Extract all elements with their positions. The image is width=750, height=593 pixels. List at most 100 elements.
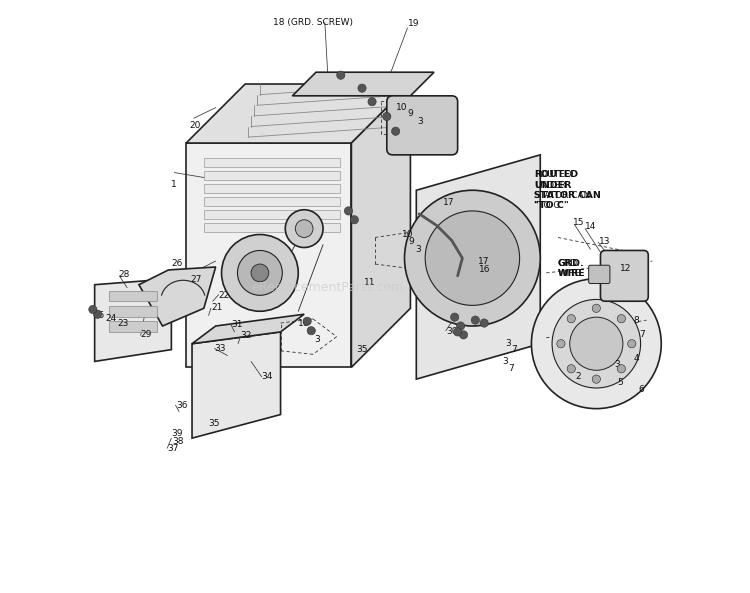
Circle shape — [628, 340, 636, 348]
Text: 27: 27 — [190, 275, 202, 284]
Circle shape — [592, 304, 601, 313]
Circle shape — [221, 234, 298, 311]
Text: 35: 35 — [209, 419, 220, 428]
Circle shape — [358, 84, 366, 93]
Text: 17: 17 — [478, 257, 490, 266]
Circle shape — [480, 319, 488, 327]
Text: 4: 4 — [634, 354, 639, 363]
Polygon shape — [352, 84, 410, 367]
Circle shape — [451, 313, 459, 321]
FancyBboxPatch shape — [589, 265, 610, 283]
Text: GRD.
WIRE: GRD. WIRE — [558, 259, 586, 279]
Text: 15: 15 — [573, 218, 584, 227]
Circle shape — [307, 327, 316, 335]
Text: 30: 30 — [446, 327, 458, 336]
Text: 3: 3 — [502, 357, 508, 366]
Text: 34: 34 — [262, 372, 273, 381]
Text: 5: 5 — [617, 378, 622, 387]
Text: 7: 7 — [511, 345, 517, 354]
Text: GRD.
WIRE: GRD. WIRE — [558, 259, 581, 279]
Polygon shape — [204, 171, 340, 180]
Polygon shape — [186, 143, 352, 367]
Text: 8: 8 — [633, 315, 639, 324]
Circle shape — [617, 314, 626, 323]
Text: 20: 20 — [189, 121, 200, 130]
Circle shape — [567, 314, 575, 323]
Text: ROUTED
UNDER
STATOR CAN
"TO C": ROUTED UNDER STATOR CAN "TO C" — [534, 170, 602, 211]
FancyBboxPatch shape — [601, 250, 648, 301]
Text: 19: 19 — [407, 19, 419, 28]
Circle shape — [285, 210, 323, 247]
Text: 36: 36 — [176, 401, 188, 410]
Text: 18 (GRD. SCREW): 18 (GRD. SCREW) — [273, 18, 353, 27]
Circle shape — [552, 299, 640, 388]
Text: 9: 9 — [407, 109, 413, 118]
Text: 24: 24 — [105, 314, 116, 323]
Text: 10: 10 — [298, 318, 310, 327]
Polygon shape — [416, 155, 540, 379]
Circle shape — [344, 207, 352, 215]
Circle shape — [425, 211, 520, 305]
Text: 31: 31 — [231, 320, 242, 329]
Circle shape — [567, 365, 575, 373]
Text: 3: 3 — [418, 117, 423, 126]
Text: 25: 25 — [94, 311, 105, 320]
Polygon shape — [204, 158, 340, 167]
Text: 33: 33 — [214, 344, 226, 353]
Polygon shape — [204, 184, 340, 193]
Text: 3: 3 — [314, 335, 320, 344]
Circle shape — [404, 190, 540, 326]
Circle shape — [296, 220, 313, 237]
Text: ROUTED
UNDER
STATOR CAN
"TO C": ROUTED UNDER STATOR CAN "TO C" — [534, 170, 591, 211]
Polygon shape — [204, 210, 340, 219]
Text: 3: 3 — [614, 360, 620, 369]
Text: 6: 6 — [639, 385, 644, 394]
Text: 7: 7 — [508, 364, 514, 373]
Text: 21: 21 — [211, 303, 222, 312]
Polygon shape — [192, 314, 304, 344]
FancyBboxPatch shape — [387, 96, 458, 155]
Circle shape — [454, 328, 462, 336]
Text: 37: 37 — [167, 444, 178, 452]
Text: 28: 28 — [118, 270, 130, 279]
Circle shape — [556, 340, 565, 348]
Bar — [110, 291, 157, 301]
Circle shape — [88, 305, 97, 314]
Circle shape — [350, 216, 358, 224]
Polygon shape — [94, 279, 171, 361]
Text: 38: 38 — [172, 436, 184, 445]
Circle shape — [460, 331, 468, 339]
Text: 3: 3 — [505, 339, 511, 348]
Circle shape — [592, 375, 601, 383]
Circle shape — [457, 322, 465, 330]
Text: 9: 9 — [409, 237, 415, 246]
Polygon shape — [139, 267, 216, 326]
Text: 11: 11 — [364, 279, 376, 288]
Circle shape — [238, 250, 282, 295]
Text: 16: 16 — [479, 266, 490, 275]
Bar — [110, 321, 157, 332]
Polygon shape — [292, 72, 434, 96]
Circle shape — [617, 365, 626, 373]
Circle shape — [382, 112, 391, 120]
Text: 29: 29 — [140, 330, 152, 339]
Text: 7: 7 — [640, 330, 645, 339]
Circle shape — [392, 127, 400, 135]
Text: 39: 39 — [171, 429, 183, 438]
Text: 26: 26 — [171, 259, 183, 268]
Text: 3: 3 — [416, 246, 422, 254]
Text: 13: 13 — [599, 237, 610, 246]
Text: 12: 12 — [620, 264, 632, 273]
Text: 10: 10 — [396, 103, 407, 112]
Polygon shape — [204, 223, 340, 232]
Text: 32: 32 — [241, 331, 252, 340]
Text: 14: 14 — [584, 222, 596, 231]
Circle shape — [337, 71, 345, 79]
Circle shape — [532, 279, 662, 409]
Circle shape — [251, 264, 268, 282]
Text: 22: 22 — [218, 291, 229, 300]
Text: 9: 9 — [306, 327, 312, 336]
Polygon shape — [186, 84, 410, 143]
Text: 23: 23 — [117, 318, 128, 327]
Text: 10: 10 — [401, 230, 413, 239]
